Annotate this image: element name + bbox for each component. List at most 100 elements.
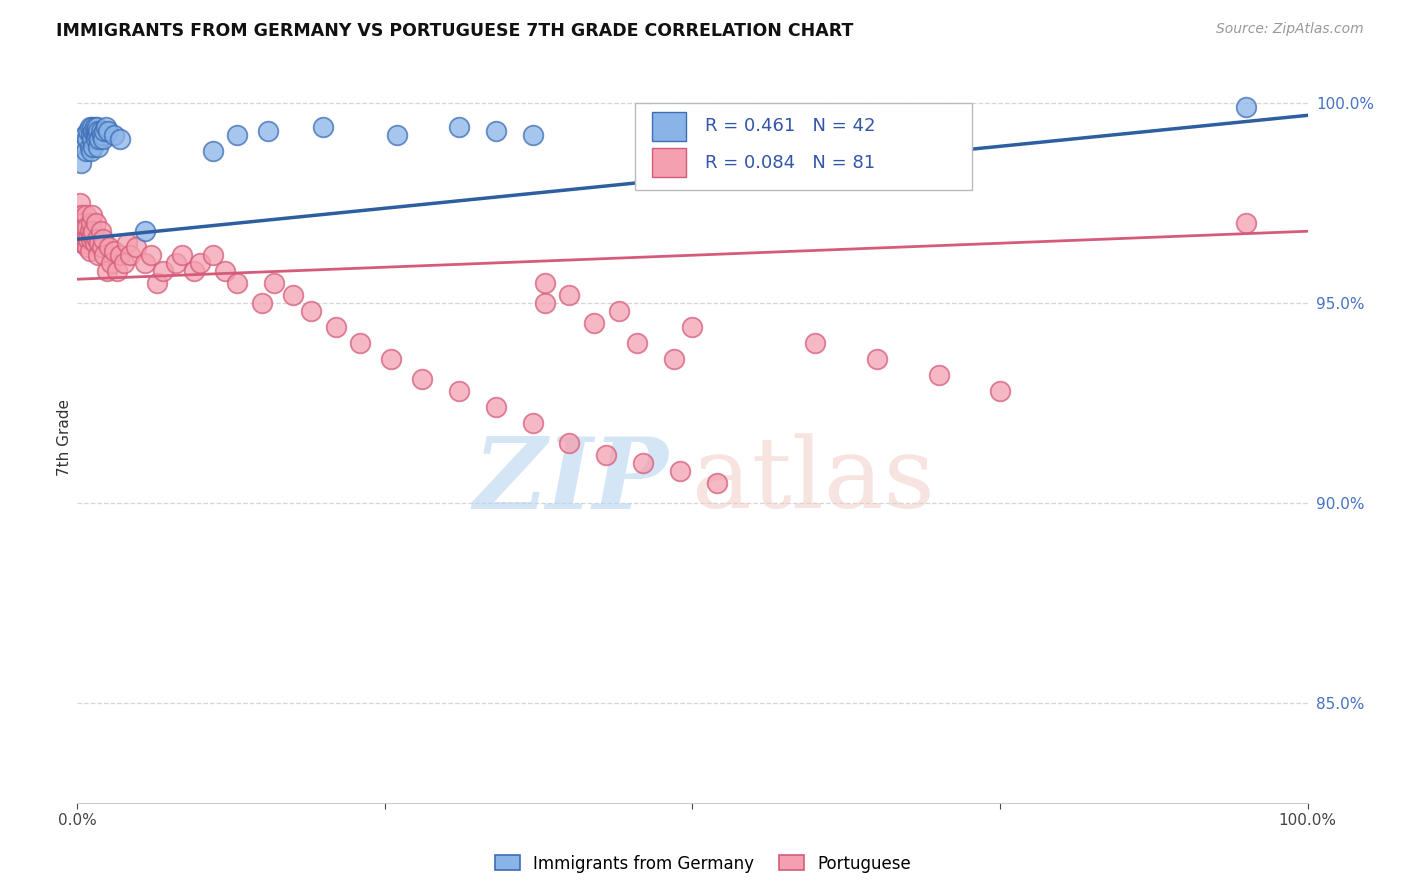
Point xyxy=(201,248,224,262)
Point xyxy=(82,208,104,222)
Point xyxy=(226,276,249,290)
Point xyxy=(84,216,107,230)
Text: IMMIGRANTS FROM GERMANY VS PORTUGUESE 7TH GRADE CORRELATION CHART: IMMIGRANTS FROM GERMANY VS PORTUGUESE 7T… xyxy=(56,22,853,40)
Point xyxy=(447,120,470,135)
Point xyxy=(79,120,101,135)
Point xyxy=(558,436,581,450)
Point xyxy=(86,120,108,135)
Point xyxy=(73,220,96,235)
Point xyxy=(190,256,212,270)
Point xyxy=(928,368,950,383)
Point xyxy=(633,456,655,470)
Point xyxy=(105,264,128,278)
Point xyxy=(226,128,249,143)
Point xyxy=(214,264,236,278)
Point xyxy=(263,276,285,290)
Point xyxy=(70,156,93,170)
Point xyxy=(170,248,193,262)
Point xyxy=(69,196,91,211)
Point xyxy=(70,236,93,251)
Point xyxy=(82,224,104,238)
Point xyxy=(69,216,91,230)
Point xyxy=(626,336,648,351)
Point xyxy=(866,352,889,367)
Text: Source: ZipAtlas.com: Source: ZipAtlas.com xyxy=(1216,22,1364,37)
Point xyxy=(90,224,112,238)
Point xyxy=(84,124,107,138)
Point xyxy=(80,232,103,246)
Point xyxy=(411,372,433,386)
Point xyxy=(134,256,156,270)
Legend: Immigrants from Germany, Portuguese: Immigrants from Germany, Portuguese xyxy=(488,848,918,880)
Point xyxy=(91,132,114,146)
Point xyxy=(80,145,103,159)
Point xyxy=(201,145,224,159)
Point xyxy=(120,248,142,262)
Point xyxy=(165,256,187,270)
Point xyxy=(485,124,508,138)
Point xyxy=(110,132,132,146)
Point xyxy=(103,244,125,259)
Point xyxy=(76,220,98,235)
Point xyxy=(988,384,1011,398)
FancyBboxPatch shape xyxy=(652,148,686,178)
Point xyxy=(94,120,117,135)
Point xyxy=(125,240,148,254)
Text: R = 0.461   N = 42: R = 0.461 N = 42 xyxy=(704,117,876,136)
Point xyxy=(90,124,112,138)
Y-axis label: 7th Grade: 7th Grade xyxy=(56,399,72,475)
Point xyxy=(89,236,111,251)
Point xyxy=(134,224,156,238)
FancyBboxPatch shape xyxy=(652,112,686,141)
Point xyxy=(89,132,111,146)
Point xyxy=(682,320,704,334)
Point xyxy=(79,244,101,259)
FancyBboxPatch shape xyxy=(634,103,972,190)
Point xyxy=(80,216,103,230)
Point xyxy=(70,224,93,238)
Point xyxy=(522,128,544,143)
Point xyxy=(534,276,557,290)
Point xyxy=(595,448,617,462)
Point xyxy=(82,124,104,138)
Point xyxy=(79,224,101,238)
Point xyxy=(669,464,692,478)
Point xyxy=(83,236,105,251)
Point xyxy=(96,264,118,278)
Point xyxy=(903,124,925,138)
Point xyxy=(79,140,101,154)
Point xyxy=(87,248,110,262)
Point xyxy=(83,128,105,143)
Point xyxy=(93,248,115,262)
Point xyxy=(522,416,544,430)
Point xyxy=(75,232,97,246)
Point xyxy=(100,256,122,270)
Point xyxy=(662,352,685,367)
Point xyxy=(98,240,121,254)
Point xyxy=(183,264,205,278)
Point xyxy=(87,140,110,154)
Point xyxy=(76,240,98,254)
Point xyxy=(75,145,97,159)
Point xyxy=(83,120,105,135)
Point xyxy=(257,124,280,138)
Point xyxy=(75,208,97,222)
Point xyxy=(86,232,108,246)
Point xyxy=(804,336,827,351)
Point xyxy=(250,296,273,310)
Point xyxy=(534,296,557,310)
Point xyxy=(80,128,103,143)
Point xyxy=(82,132,104,146)
Point xyxy=(97,124,120,138)
Point xyxy=(90,128,114,143)
Point xyxy=(349,336,371,351)
Point xyxy=(73,128,96,143)
Point xyxy=(93,124,115,138)
Point xyxy=(103,128,125,143)
Point xyxy=(110,248,132,262)
Point xyxy=(112,256,135,270)
Point xyxy=(325,320,347,334)
Point xyxy=(1234,216,1257,230)
Point xyxy=(84,132,107,146)
Point xyxy=(299,304,322,318)
